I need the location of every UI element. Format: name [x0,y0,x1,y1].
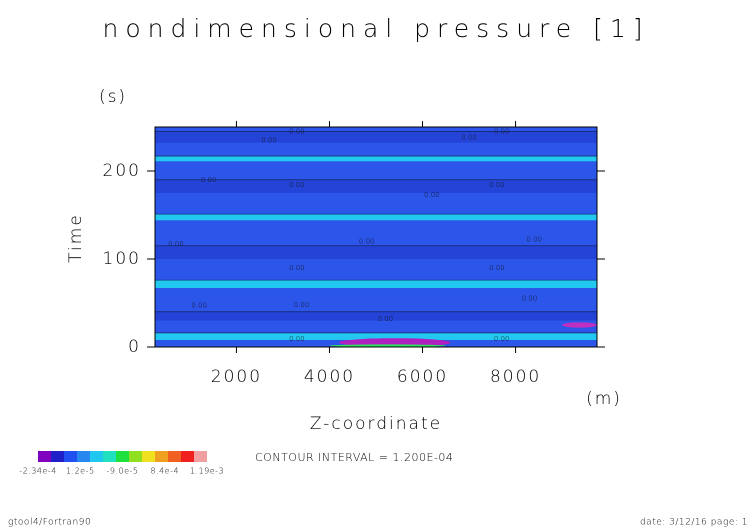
colorbar-box [64,451,77,462]
contour-band [155,179,597,193]
colorbar-box [142,451,155,462]
colorbar-box [155,451,168,462]
contour-label: 0.00 [294,301,310,309]
colorbar-box [116,451,129,462]
contour-label: 0.00 [489,181,505,189]
contour-band [155,245,597,259]
y-tick-label: 200 [103,161,141,181]
contour-band [155,214,597,221]
contour-band [155,311,597,321]
colorbar-box [168,451,181,462]
x-tick-label: 2000 [211,367,262,387]
y-unit: (s) [99,87,127,107]
chart-title: nondimensional pressure [1] [102,14,649,43]
colorbar-box [103,451,116,462]
colorbar-label: -2.34e-4 [19,467,57,476]
contour-label: 0.00 [522,295,538,303]
contour-label: 0.00 [494,335,510,343]
contour-label: 0.00 [289,335,305,343]
contour-label: 0.00 [261,136,277,144]
y-axis-label: Time [66,213,86,263]
contour-label: 0.00 [489,264,505,272]
x-unit: (m) [586,389,622,409]
contour-label: 0.00 [461,134,477,142]
colorbar-box [129,451,142,462]
contour-label: 0.00 [378,315,394,323]
x-tick-label: 8000 [490,367,541,387]
contour-label: 0.00 [191,302,207,310]
contour-patch [329,344,446,347]
colorbar-label: -9.0e-5 [106,467,138,476]
contour-band [155,332,597,340]
footer-right: date: 3/12/16 page: 1 [640,518,748,528]
colorbar-box [90,451,103,462]
colorbar-label: 8.4e-4 [150,467,179,476]
contour-label: 0.00 [424,191,440,199]
field-background [155,127,597,347]
contour-label: 0.00 [289,127,305,135]
colorbar-box [51,451,64,462]
colorbar-box [38,451,51,462]
y-tick-label: 0 [128,337,141,357]
footer-left: gtool4/Fortran90 [8,518,91,528]
contour-label: 0.00 [359,237,375,245]
contour-label: 0.00 [201,176,217,184]
colorbar-box [181,451,194,462]
contour-band [155,156,597,162]
contour-label: 0.00 [526,236,542,244]
contour-band [155,131,597,143]
contour-label: 0.00 [494,127,510,135]
x-axis-label: Z-coordinate [310,414,442,434]
colorbar-label: 1.19e-3 [190,467,224,476]
contour-label: 0.00 [289,181,305,189]
colorbar-label: 1.2e-5 [66,467,95,476]
x-tick-label: 6000 [397,367,448,387]
contour-band [155,280,597,289]
contour-interval: CONTOUR INTERVAL = 1.200E-04 [255,451,453,464]
colorbar-box [77,451,90,462]
plot-frame [154,126,598,348]
y-tick-label: 100 [103,249,141,269]
contour-label: 0.00 [289,264,305,272]
x-tick-label: 4000 [304,367,355,387]
contour-patch [562,322,597,328]
contour-label: 0.00 [168,240,184,248]
colorbar-box [194,451,207,462]
